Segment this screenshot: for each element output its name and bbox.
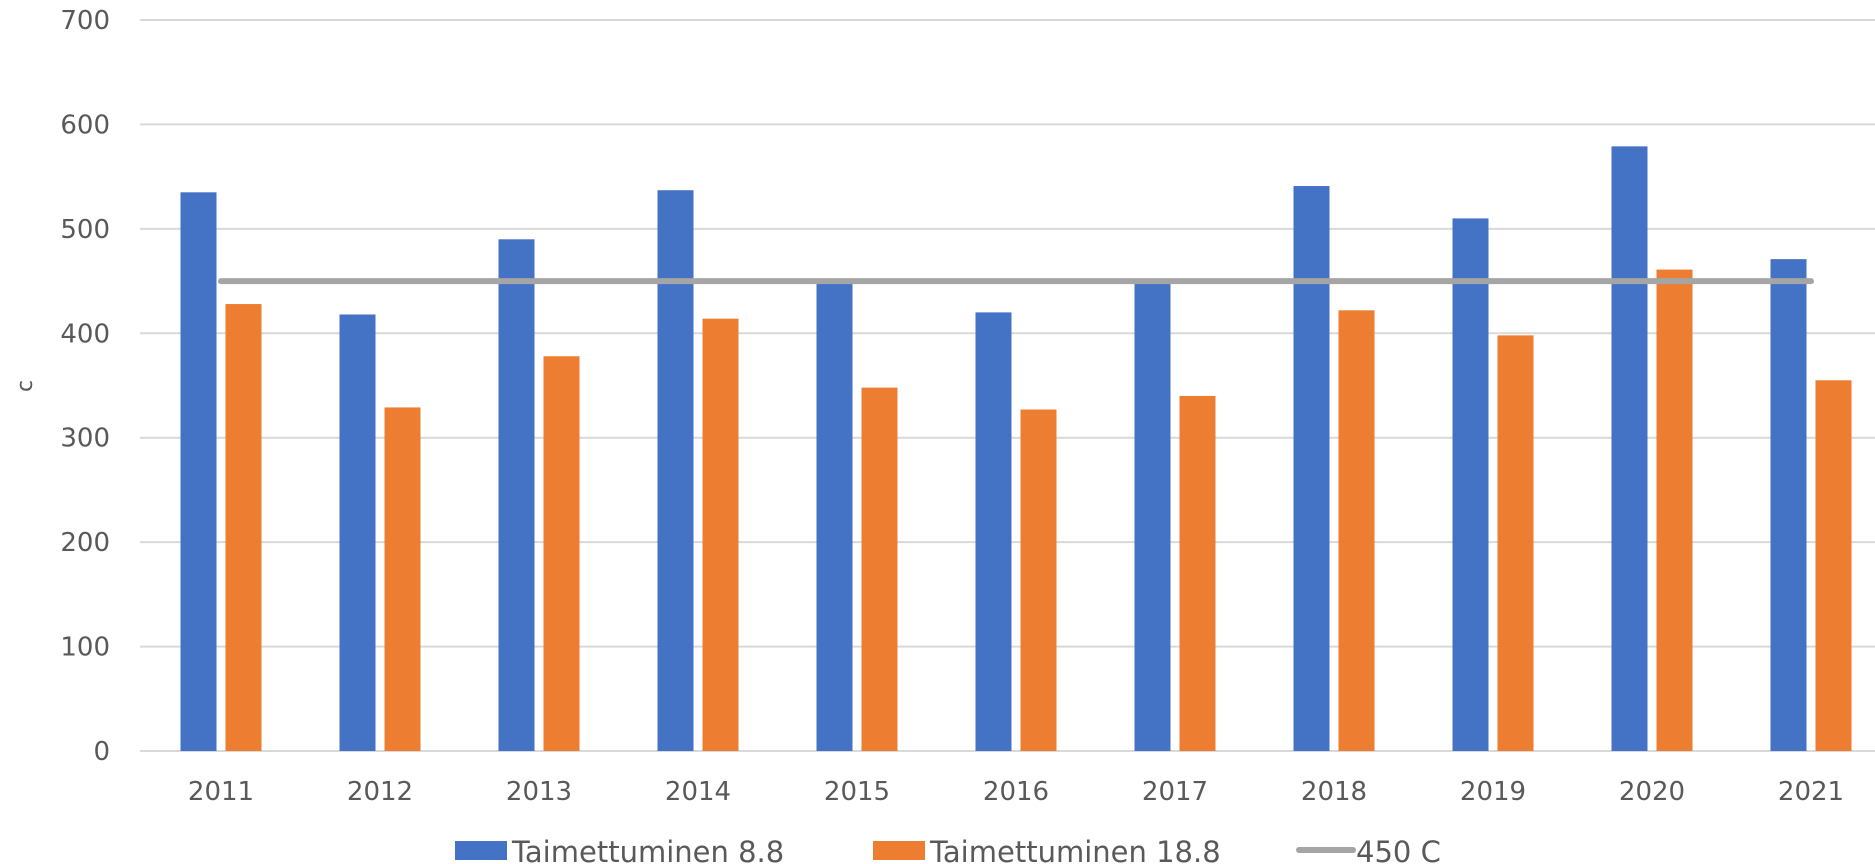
bar-series1-2013 bbox=[498, 239, 535, 752]
bar-series2-2020 bbox=[1656, 269, 1693, 751]
bar-series1-2020 bbox=[1611, 146, 1648, 751]
bars bbox=[180, 146, 1852, 752]
x-tick-label: 2021 bbox=[1778, 777, 1844, 807]
x-tick-label: 2017 bbox=[1142, 777, 1208, 807]
y-tick-label: 500 bbox=[60, 215, 110, 245]
x-tick-label: 2018 bbox=[1301, 777, 1367, 807]
y-tick-label: 100 bbox=[60, 633, 110, 663]
x-tick-label: 2016 bbox=[983, 777, 1049, 807]
y-tick-label: 0 bbox=[93, 737, 110, 767]
bar-series2-2018 bbox=[1338, 310, 1375, 751]
y-axis: 0 100 200 300 400 500 600 700 bbox=[60, 6, 110, 767]
bar-series2-2016 bbox=[1020, 409, 1057, 751]
bar-series1-2021 bbox=[1770, 259, 1807, 751]
y-tick-label: 400 bbox=[60, 319, 110, 349]
bar-series1-2014 bbox=[657, 190, 694, 751]
legend-label: Taimettuminen 18.8 bbox=[929, 835, 1221, 864]
x-tick-label: 2013 bbox=[506, 777, 572, 807]
legend-label: 450 C bbox=[1356, 835, 1441, 864]
legend-swatch-series2 bbox=[873, 841, 925, 860]
bar-series2-2011 bbox=[225, 304, 262, 751]
bar-series1-2011 bbox=[180, 192, 217, 752]
bar-series1-2018 bbox=[1293, 186, 1330, 751]
bar-series2-2013 bbox=[543, 356, 580, 751]
x-tick-label: 2015 bbox=[824, 777, 890, 807]
bar-series1-2017 bbox=[1134, 281, 1171, 751]
y-tick-label: 300 bbox=[60, 424, 110, 454]
x-tick-label: 2012 bbox=[347, 777, 413, 807]
y-tick-label: 600 bbox=[60, 110, 110, 140]
y-tick-label: 200 bbox=[60, 528, 110, 558]
legend-label: Taimettuminen 8.8 bbox=[511, 835, 784, 864]
x-tick-label: 2020 bbox=[1619, 777, 1685, 807]
bar-series1-2012 bbox=[339, 314, 376, 751]
bar-series2-2012 bbox=[384, 407, 421, 751]
x-axis: 2011 2012 2013 2014 2015 2016 2017 2018 2019 2020… bbox=[188, 777, 1844, 807]
bar-series1-2015 bbox=[816, 280, 853, 751]
y-axis-label: c bbox=[13, 380, 38, 392]
x-tick-label: 2011 bbox=[188, 777, 254, 807]
bar-series2-2021 bbox=[1815, 380, 1852, 751]
bar-series2-2019 bbox=[1497, 335, 1534, 751]
bar-series2-2015 bbox=[861, 387, 898, 751]
legend: Taimettuminen 8.8 Taimettuminen 18.8 450 C bbox=[455, 835, 1441, 864]
bar-series1-2019 bbox=[1452, 218, 1489, 751]
bar-series2-2017 bbox=[1179, 395, 1216, 751]
x-tick-label: 2014 bbox=[665, 777, 731, 807]
bar-series1-2016 bbox=[975, 312, 1012, 751]
legend-swatch-series1 bbox=[455, 841, 507, 860]
x-tick-label: 2019 bbox=[1460, 777, 1526, 807]
bar-series2-2014 bbox=[702, 318, 739, 751]
y-tick-label: 700 bbox=[60, 6, 110, 36]
